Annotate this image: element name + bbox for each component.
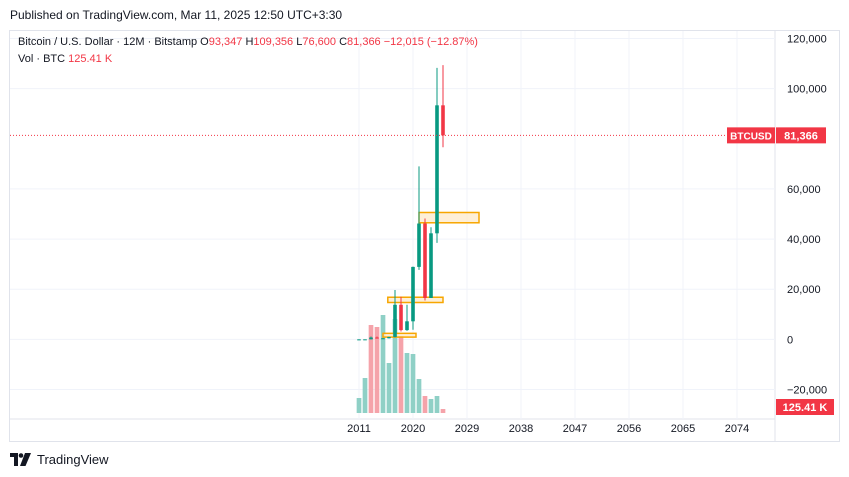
x-tick-label: 2020 [401,423,425,435]
candle-body [363,339,367,341]
ohlc-legend: Bitcoin / U.S. Dollar · 12M · Bitstamp O… [18,36,478,48]
volume-bar [356,398,362,413]
volume-bar [428,399,434,413]
volume-badge-bg [776,399,834,415]
tradingview-brand[interactable]: TradingView [10,452,109,467]
low-label: L [296,36,303,48]
x-tick-label: 2065 [671,423,695,435]
candle-body [375,337,379,339]
volume-bar [368,325,374,413]
volume-bar [362,378,368,413]
chart-frame [9,30,840,442]
volume-bar [374,327,380,413]
volume-bar [416,379,422,413]
volume-badge-value: 125.41 K [783,402,828,414]
volume-bar [434,396,440,413]
volume-bar [380,315,386,413]
candle-body [387,336,391,339]
candle-body [369,337,373,340]
volume-bar [404,353,410,413]
volume-bar [392,319,398,413]
x-tick-label: 2047 [563,423,587,435]
brand-name: TradingView [37,452,109,467]
y-tick-label: 40,000 [787,234,821,246]
x-tick-label: 2029 [455,423,479,435]
high-value: 109,356 [253,36,294,48]
y-tick-label: 0 [787,334,793,346]
tradingview-logo-icon [10,453,31,466]
support-zone [382,332,417,338]
y-tick-label: 120,000 [787,34,827,46]
low-value: 76,600 [302,36,337,48]
x-tick-label: 2074 [725,423,749,435]
volume-bar [398,336,404,413]
close-label: C [339,36,348,48]
candle-body [435,105,439,234]
volume-bar [410,354,416,413]
candle-body [417,223,421,267]
candle-body [441,105,445,136]
y-tick-label: 100,000 [787,84,827,96]
open-value: 93,347 [208,36,243,48]
x-tick-label: 2056 [617,423,641,435]
candle-body [399,304,403,331]
volume-bar [440,409,446,413]
candle-body [405,321,409,331]
volume-label: Vol · BTC [18,53,66,65]
published-caption: Published on TradingView.com, Mar 11, 20… [10,8,343,22]
volume-value: 125.41 K [68,53,113,65]
symbol-description: Bitcoin / U.S. Dollar · 12M · Bitstamp [18,36,198,48]
close-value: 81,366 [347,36,381,48]
symbol-badge-bg [727,127,775,144]
support-zone [418,211,480,224]
change-value: −12,015 (−12.87%) [383,36,478,48]
high-label: H [245,36,254,48]
candle-body [357,339,361,341]
volume-legend: Vol · BTC 125.41 K [18,53,112,65]
candle-body [381,338,385,340]
x-tick-label: 2038 [509,423,533,435]
volume-bar [386,363,392,413]
candle-body [429,233,433,298]
candle-body [411,266,415,322]
x-tick-label: 2011 [347,423,371,435]
y-tick-label: 20,000 [787,284,821,296]
price-badge-value: 81,366 [784,130,818,142]
open-label: O [200,36,209,48]
price-badge-bg [776,127,826,144]
candle-body [423,223,427,298]
y-tick-label: 60,000 [787,184,821,196]
symbol-badge-label: BTCUSD [730,131,772,142]
y-tick-label: −20,000 [787,385,827,397]
support-zone [387,296,444,304]
candle-body [393,304,397,337]
volume-bar [422,396,428,413]
